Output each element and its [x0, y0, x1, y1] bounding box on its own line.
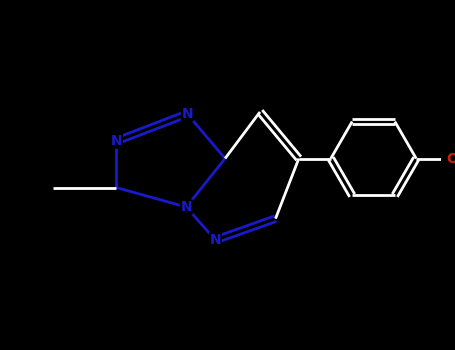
Text: N: N [182, 107, 193, 121]
Text: N: N [181, 200, 192, 214]
Text: N: N [210, 233, 221, 247]
Text: O: O [446, 152, 455, 166]
Text: N: N [111, 134, 122, 148]
